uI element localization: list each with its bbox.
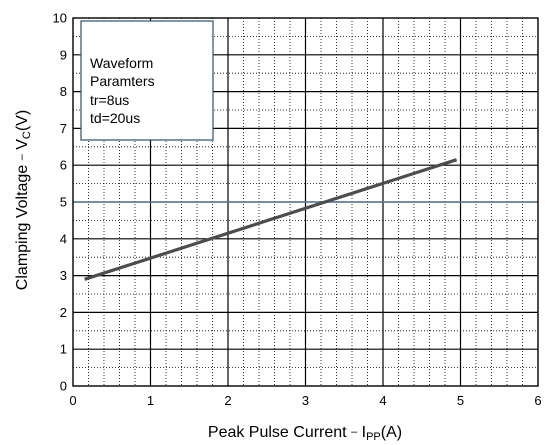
y-axis-label: Clamping Voltage – VC(V) [14,110,33,290]
x-tick-label: 3 [302,393,309,408]
x-tick-labels: 0 1 2 3 4 5 6 [69,393,541,408]
y-axis-label-unit: (V) [14,110,31,131]
legend-line-1: Waveform [90,55,153,71]
plot-frame [72,17,539,387]
x-tick-label: 4 [379,393,386,408]
x-tick-label: 2 [224,393,231,408]
y-tick-label: 8 [60,84,67,99]
y-axis-label-main: Clamping Voltage [14,160,31,290]
x-axis-label: Peak Pulse Current – IPP(A) [208,424,402,443]
x-tick-label: 0 [69,393,76,408]
y-tick-label: 0 [60,379,67,394]
y-tick-label: 1 [60,342,67,357]
series-group [84,158,458,281]
legend-line-2: Paramters [90,73,155,89]
y-axis-label-sub: C [21,131,33,139]
x-tick-label: 6 [534,393,541,408]
y-tick-label: 9 [60,47,67,62]
y-tick-label: 2 [60,305,67,320]
x-axis-label-unit: (A) [381,424,402,441]
legend-box: Waveform Paramters tr=8us td=20us [80,20,214,141]
y-tick-label: 4 [60,231,67,246]
legend-line-3: tr=8us [90,92,129,108]
y-axis-label-symbol: V [14,139,31,154]
legend-frame [80,20,214,141]
y-tick-label: 10 [53,11,67,26]
x-axis-label-dash: – [351,426,358,438]
x-axis-label-main: Peak Pulse Current [208,424,351,441]
x-tick-label: 5 [457,393,464,408]
legend-line-4: td=20us [90,110,140,126]
y-tick-label: 5 [60,195,67,210]
x-axis-label-symbol: I [357,424,366,441]
y-tick-labels: 0 1 2 3 4 5 6 7 8 9 10 [53,11,67,394]
x-axis-label-sub: PP [366,431,381,443]
y-tick-label: 6 [60,158,67,173]
series-line [84,158,458,281]
x-tick-label: 1 [147,393,154,408]
y-axis-label-dash: – [16,153,28,160]
y-tick-label: 3 [60,268,67,283]
y-tick-label: 7 [60,121,67,136]
